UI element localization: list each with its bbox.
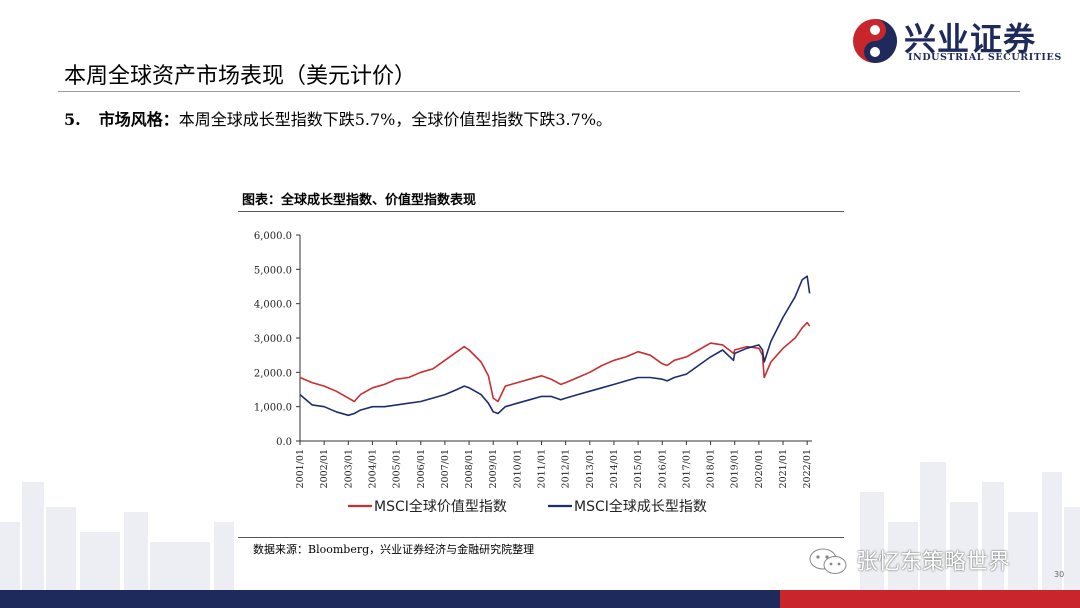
x-tick-label: 2021/01: [778, 449, 789, 488]
x-tick-label: 2003/01: [343, 449, 354, 488]
x-tick-label: 2008/01: [464, 449, 475, 488]
series-line-value: [299, 321, 811, 403]
x-tick-label: 2007/01: [440, 449, 451, 488]
series-line-growth: [299, 275, 811, 417]
y-tick-label: 0.0: [276, 437, 292, 448]
title-divider: [58, 91, 1020, 92]
x-tick-label: 2017/01: [681, 449, 692, 488]
data-source-note: 数据来源：Bloomberg，兴业证券经济与金融研究院整理: [253, 543, 535, 556]
source-divider: [238, 537, 844, 538]
x-tick-label: 2013/01: [585, 449, 596, 488]
y-tick-label: 6,000.0: [254, 231, 292, 242]
y-tick-label: 3,000.0: [254, 334, 292, 345]
x-tick-label: 2014/01: [609, 449, 620, 488]
logo-english-name: INDUSTRIAL SECURITIES: [908, 52, 1062, 63]
y-tick-label: 1,000.0: [254, 403, 292, 414]
x-tick-label: 2012/01: [561, 449, 572, 488]
x-tick-label: 2022/01: [802, 449, 813, 488]
wechat-icon: [809, 548, 847, 574]
legend-label: MSCI全球成长型指数: [574, 498, 707, 515]
chart-title-divider: [238, 211, 844, 212]
x-tick-label: 2005/01: [392, 449, 403, 488]
x-tick-label: 2006/01: [416, 449, 427, 488]
legend-label: MSCI全球价值型指数: [374, 498, 507, 515]
footer-bar-blue: [0, 590, 780, 608]
section-label: 市场风格：: [98, 110, 179, 129]
page-title: 本周全球资产市场表现（美元计价）: [64, 64, 417, 89]
page-number: 30: [1054, 570, 1065, 579]
x-tick-label: 2011/01: [537, 449, 548, 488]
x-tick-label: 2020/01: [754, 449, 765, 488]
x-tick-label: 2018/01: [706, 449, 717, 488]
x-tick-label: 2002/01: [319, 449, 330, 488]
x-tick-label: 2009/01: [488, 449, 499, 488]
x-tick-label: 2016/01: [657, 449, 668, 488]
x-tick-label: 2010/01: [512, 449, 523, 488]
y-tick-label: 2,000.0: [254, 368, 292, 379]
brand-logo: 兴业证券 INDUSTRIAL SECURITIES: [852, 14, 1067, 70]
x-tick-label: 2001/01: [295, 449, 306, 488]
watermark-text: 张忆东策略世界: [856, 550, 1011, 575]
skyline-background: [0, 462, 1080, 592]
x-tick-label: 2015/01: [633, 449, 644, 488]
logo-chinese-name: 兴业证券: [904, 20, 1037, 58]
section-text: 本周全球成长型指数下跌5.7%，全球价值型指数下跌3.7%。: [178, 110, 613, 129]
y-tick-label: 5,000.0: [254, 265, 292, 276]
section-number: 5.: [64, 110, 81, 129]
brand-logo-icon: [853, 19, 897, 63]
x-tick-label: 2004/01: [367, 449, 378, 488]
footer-bar-red: [780, 590, 1080, 608]
y-tick-label: 4,000.0: [254, 300, 292, 311]
section-heading: 5. 市场风格：本周全球成长型指数下跌5.7%，全球价值型指数下跌3.7%。: [64, 106, 612, 130]
x-tick-label: 2019/01: [730, 449, 741, 488]
chart-title: 图表：全球成长型指数、价值型指数表现: [242, 193, 477, 208]
